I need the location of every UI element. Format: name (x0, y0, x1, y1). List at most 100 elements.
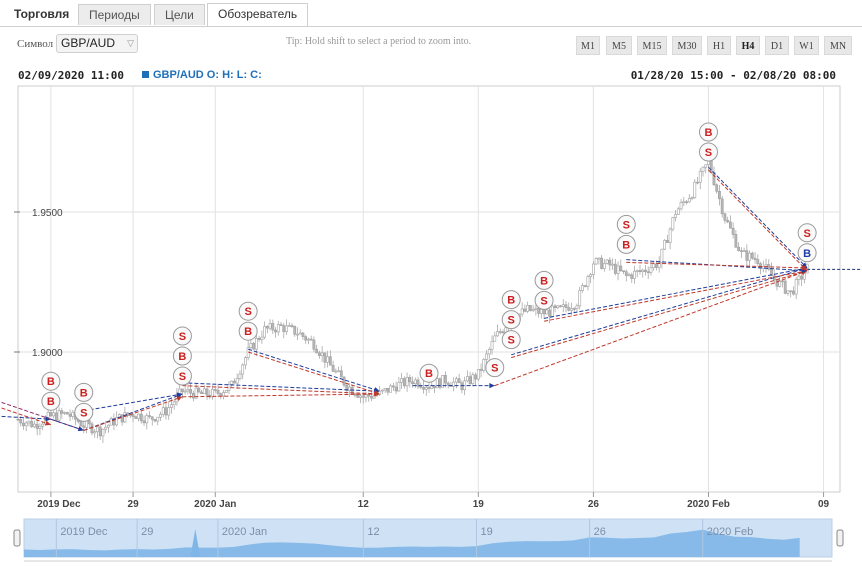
sell-signal-marker[interactable]: S (485, 358, 505, 378)
timeframe-button-d1[interactable]: D1 (765, 36, 789, 55)
candle-body (668, 228, 672, 243)
candle-body (572, 308, 576, 310)
candle-body (298, 332, 302, 335)
buy-signal-marker[interactable]: B (797, 243, 817, 263)
candle-body (646, 271, 650, 274)
buy-signal-marker[interactable]: B (501, 290, 521, 310)
candle-body (65, 412, 69, 415)
sell-signal-marker[interactable]: S (797, 223, 817, 243)
buy-signal-marker[interactable]: B (41, 371, 61, 391)
timeframe-button-m5[interactable]: M5 (606, 36, 632, 55)
timeframe-button-w1[interactable]: W1 (794, 36, 819, 55)
candle-body (715, 184, 719, 192)
candle-body (296, 333, 299, 336)
symbol-select[interactable]: GBP/AUD ▽ (56, 34, 138, 53)
buy-signal-marker[interactable]: B (74, 382, 94, 402)
timeframe-button-m30[interactable]: M30 (672, 36, 702, 55)
plot-area[interactable] (17, 85, 841, 493)
sell-signal-marker[interactable]: S (534, 290, 554, 310)
navigator-label: 2020 Feb (707, 526, 753, 538)
candle-body (539, 309, 543, 314)
buy-signal-marker[interactable]: B (534, 270, 554, 290)
timeframe-button-h1[interactable]: H1 (707, 36, 731, 55)
candle-body (271, 323, 275, 331)
sell-signal-marker[interactable]: S (616, 214, 636, 234)
tab-targets[interactable]: Цели (154, 4, 205, 25)
candle-body (460, 382, 464, 391)
candle-body (709, 159, 713, 173)
candle-body (542, 309, 546, 315)
trade-line (83, 393, 183, 431)
signal-circle (616, 234, 636, 254)
candle-body (276, 324, 280, 333)
sell-signal-marker[interactable]: S (172, 366, 192, 386)
sell-signal-marker[interactable]: S (698, 142, 718, 162)
candle-body (416, 379, 420, 387)
candle-body (115, 417, 119, 426)
sell-signal-marker[interactable]: S (501, 310, 521, 330)
tab-observer[interactable]: Обозреватель (207, 3, 309, 26)
trade-arrow (489, 382, 495, 389)
candle-body (638, 270, 642, 272)
navigator-right-handle[interactable] (836, 529, 844, 547)
candle-body (619, 265, 623, 271)
candle-body (49, 412, 53, 417)
candle-body (556, 305, 560, 309)
candle-body (361, 395, 365, 398)
candle-body (405, 377, 409, 387)
candle-body (570, 308, 573, 311)
timeframe-button-h4[interactable]: H4 (736, 36, 760, 55)
candle-body (591, 263, 595, 275)
buy-signal-marker[interactable]: B (238, 321, 258, 341)
candle-body (293, 325, 297, 335)
candle-body (559, 305, 562, 308)
candle-body (238, 373, 242, 379)
visible-range: 01/28/20 15:00 - 02/08/20 08:00 (630, 69, 836, 82)
candle-body (120, 414, 124, 423)
timeframe-button-mn[interactable]: MN (824, 36, 852, 55)
candle-body (781, 280, 784, 283)
sell-signal-marker[interactable]: S (238, 301, 258, 321)
candle-body (622, 270, 625, 272)
candle-body (205, 388, 209, 396)
signal-circle (172, 366, 192, 386)
signal-label: B (540, 275, 548, 287)
candle-body (742, 250, 746, 252)
signal-label: S (179, 371, 186, 383)
buy-signal-marker[interactable]: B (41, 391, 61, 411)
trade-line (1, 407, 52, 426)
buy-signal-marker[interactable]: B (616, 234, 636, 254)
candle-body (770, 268, 773, 277)
candle-body (550, 305, 554, 317)
signal-label: S (803, 228, 810, 240)
navigator-left-handle[interactable] (13, 529, 21, 547)
tab-trading[interactable]: Торговля (14, 7, 70, 21)
buy-signal-marker[interactable]: B (419, 363, 439, 383)
candle-body (372, 395, 376, 399)
signal-circle (616, 214, 636, 234)
candle-body (797, 275, 801, 280)
trade-line (626, 261, 808, 269)
sell-signal-marker[interactable]: S (172, 326, 192, 346)
buy-signal-marker[interactable]: B (172, 346, 192, 366)
trade-line (708, 166, 808, 269)
sell-signal-marker[interactable]: S (501, 330, 521, 350)
candle-body (202, 388, 206, 394)
signal-circle (172, 326, 192, 346)
candle-body (142, 420, 146, 424)
tab-periods[interactable]: Периоды (78, 4, 151, 25)
timeframe-button-m15[interactable]: M15 (637, 36, 667, 55)
candle-body (438, 378, 442, 388)
candle-body (794, 279, 798, 295)
timeframe-button-m1[interactable]: M1 (576, 36, 600, 55)
candle-body (249, 342, 253, 348)
signal-circle (534, 270, 554, 290)
candle-body (35, 423, 39, 429)
candle-body (608, 259, 612, 266)
buy-signal-marker[interactable]: B (698, 122, 718, 142)
sell-signal-marker[interactable]: S (74, 402, 94, 422)
candle-body (317, 352, 321, 356)
candle-body (674, 214, 678, 218)
candle-body (720, 198, 724, 215)
